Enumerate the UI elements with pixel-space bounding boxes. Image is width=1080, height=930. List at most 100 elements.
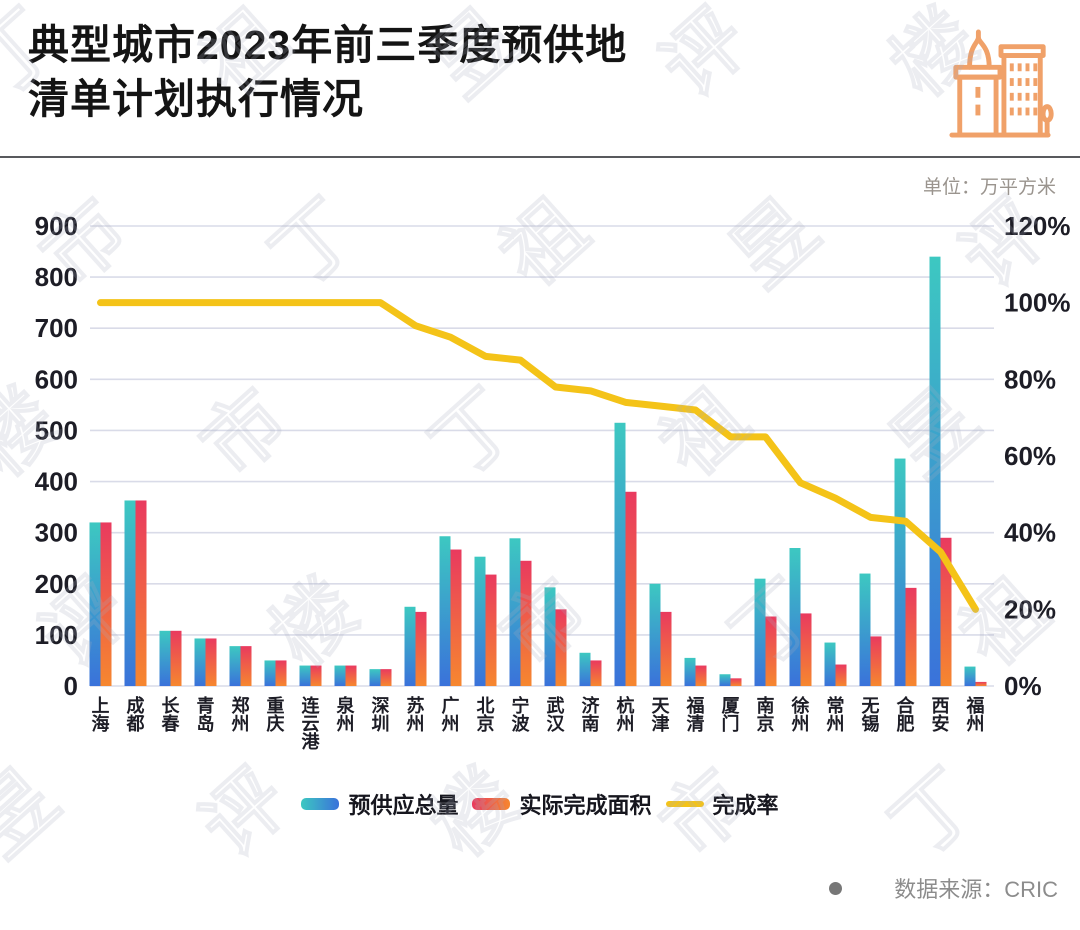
y-axis-label-left: 200 xyxy=(35,569,78,599)
legend-label-completed: 实际完成面积 xyxy=(519,793,652,818)
bar-completed-徐州 xyxy=(800,613,812,686)
bar-supply-广州 xyxy=(439,536,451,686)
bar-supply-济南 xyxy=(579,652,591,686)
y-axis-label-left: 600 xyxy=(35,364,78,394)
y-axis-label-right: 0% xyxy=(1004,671,1042,701)
bar-completed-西安 xyxy=(940,537,952,686)
x-axis-label-青岛: 青岛 xyxy=(197,696,215,734)
buildings-icon xyxy=(949,29,1054,138)
title-line-2: 清单计划执行情况 xyxy=(28,76,364,123)
bar-completed-成都 xyxy=(135,500,147,686)
x-axis-label-天津: 天津 xyxy=(652,696,671,734)
bar-supply-徐州 xyxy=(789,548,801,686)
y-axis-label-left: 500 xyxy=(35,415,78,445)
y-axis-label-left: 900 xyxy=(35,211,78,241)
x-axis-label-上海: 上海 xyxy=(92,696,110,734)
x-axis-label-杭州: 杭州 xyxy=(616,695,635,734)
bar-completed-福清 xyxy=(695,665,707,686)
bar-supply-西安 xyxy=(929,256,941,686)
bar-supply-苏州 xyxy=(404,606,416,686)
bar-supply-厦门 xyxy=(719,674,731,686)
bar-supply-青岛 xyxy=(194,638,206,686)
bar-completed-泉州 xyxy=(345,665,357,686)
legend-label-supply: 预供应总量 xyxy=(348,793,459,818)
bar-supply-武汉 xyxy=(544,587,556,686)
x-axis-label-连云港: 连云港 xyxy=(302,695,321,752)
unit-label: 单位：万平方米 xyxy=(922,177,1056,198)
bar-completed-杭州 xyxy=(625,491,637,686)
source-note: 数据来源：CRIC xyxy=(829,872,1058,904)
bar-completed-青岛 xyxy=(205,638,217,686)
chart-legend: 预供应总量 实际完成面积 完成率 xyxy=(0,788,1080,820)
y-axis-label-right: 100% xyxy=(1004,288,1071,318)
bar-supply-重庆 xyxy=(264,660,276,686)
y-axis-label-left: 700 xyxy=(35,313,78,343)
x-axis-label-徐州: 徐州 xyxy=(791,695,810,734)
page-title: 典型城市2023年前三季度预供地 清单计划执行情况 xyxy=(28,18,627,126)
bar-completed-重庆 xyxy=(275,660,287,686)
bar-completed-宁波 xyxy=(520,560,532,686)
legend-swatch-rate xyxy=(665,801,704,807)
x-axis-label-合肥: 合肥 xyxy=(896,695,916,734)
legend-label-rate: 完成率 xyxy=(712,793,779,818)
bar-supply-泉州 xyxy=(334,665,346,686)
bar-completed-武汉 xyxy=(555,609,567,686)
x-axis-label-苏州: 苏州 xyxy=(406,695,425,734)
bar-supply-南京 xyxy=(754,578,766,686)
bar-supply-天津 xyxy=(649,583,661,686)
source-dot-icon xyxy=(829,881,843,895)
bar-supply-长春 xyxy=(159,630,171,686)
bar-supply-无锡 xyxy=(859,573,871,686)
bar-completed-福州 xyxy=(975,681,987,686)
bar-supply-福州 xyxy=(964,666,976,686)
legend-swatch-completed xyxy=(472,798,511,810)
bar-supply-常州 xyxy=(824,642,836,686)
x-axis-label-泉州: 泉州 xyxy=(336,695,356,734)
bar-supply-成都 xyxy=(124,500,136,686)
bar-supply-杭州 xyxy=(614,422,626,686)
bar-supply-宁波 xyxy=(509,538,521,686)
y-axis-label-right: 120% xyxy=(1004,211,1071,241)
y-axis-label-right: 20% xyxy=(1004,594,1056,624)
completion-rate-line xyxy=(97,299,979,613)
bar-completed-天津 xyxy=(660,611,672,686)
source-text: 数据来源：CRIC xyxy=(894,877,1058,902)
x-axis-label-济南: 济南 xyxy=(582,695,601,734)
legend-swatch-supply xyxy=(301,798,340,810)
y-axis-label-left: 100 xyxy=(35,620,78,650)
x-axis-label-福清: 福清 xyxy=(686,695,705,734)
x-axis-label-北京: 北京 xyxy=(477,696,495,734)
bar-completed-南京 xyxy=(765,616,777,686)
bar-completed-无锡 xyxy=(870,636,882,686)
bar-supply-深圳 xyxy=(369,669,381,686)
bar-completed-连云港 xyxy=(310,665,322,686)
bar-completed-广州 xyxy=(450,549,462,686)
bar-completed-厦门 xyxy=(730,678,742,686)
x-axis-label-西安: 西安 xyxy=(932,696,950,734)
bar-supply-郑州 xyxy=(229,646,241,686)
x-axis-label-广州: 广州 xyxy=(441,695,460,734)
x-axis-label-厦门: 厦门 xyxy=(722,696,741,734)
x-axis-label-深圳: 深圳 xyxy=(372,695,390,734)
y-axis-label-right: 60% xyxy=(1004,441,1056,471)
y-axis-label-left: 0 xyxy=(64,671,78,701)
bar-completed-郑州 xyxy=(240,646,252,686)
y-axis-label-left: 300 xyxy=(35,518,78,548)
x-axis-label-宁波: 宁波 xyxy=(512,695,531,734)
bar-completed-长春 xyxy=(170,630,182,686)
x-axis-label-郑州: 郑州 xyxy=(231,695,250,734)
title-line-1: 典型城市2023年前三季度预供地 xyxy=(28,22,628,68)
bar-completed-北京 xyxy=(485,574,497,686)
bar-completed-上海 xyxy=(100,522,112,686)
bar-completed-合肥 xyxy=(905,587,917,686)
bar-completed-济南 xyxy=(590,660,602,686)
legend-item-rate: 完成率 xyxy=(665,788,779,820)
x-axis-label-成都: 成都 xyxy=(126,695,145,734)
x-axis-label-常州: 常州 xyxy=(826,695,845,734)
bar-supply-福清 xyxy=(684,657,696,686)
bar-completed-深圳 xyxy=(380,669,392,686)
y-axis-label-right: 80% xyxy=(1004,364,1056,394)
x-axis-label-长春: 长春 xyxy=(162,696,181,734)
